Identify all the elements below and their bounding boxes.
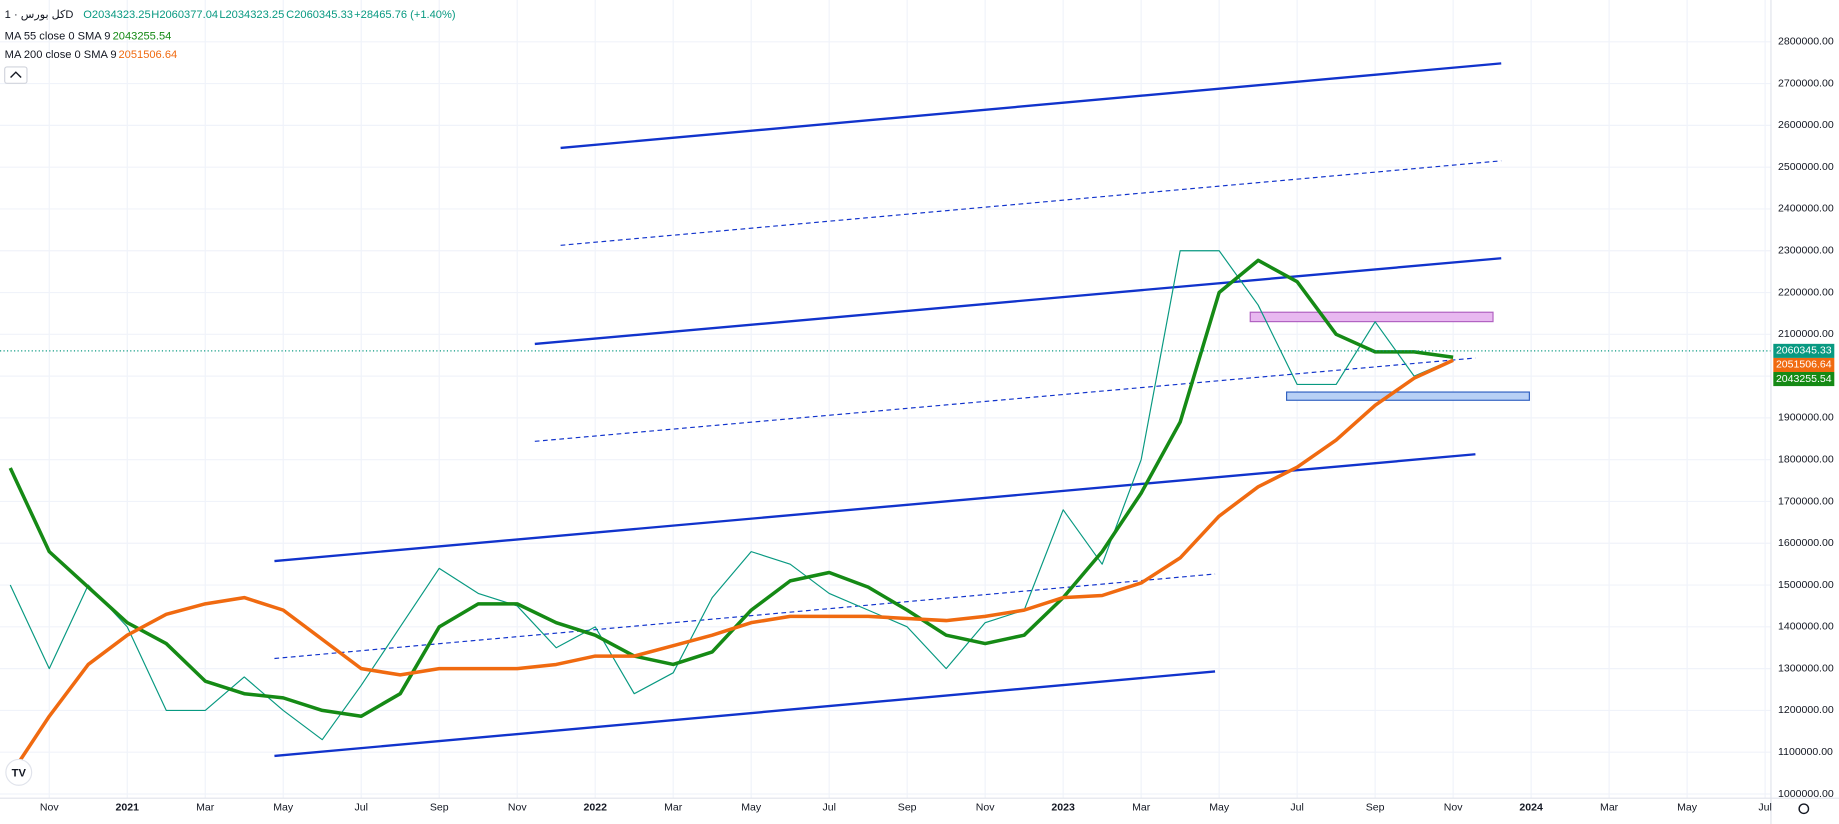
channel-line — [534, 257, 1502, 346]
price-tag-label: 2051506.64 — [1776, 359, 1832, 371]
x-tick-label: May — [1209, 801, 1230, 813]
channel-mid — [534, 357, 1476, 442]
y-tick-label: 2800000.00 — [1778, 36, 1834, 48]
y-tick-label: 1200000.00 — [1778, 704, 1834, 716]
y-tick-label: 2600000.00 — [1778, 119, 1834, 131]
x-tick-label: Sep — [430, 801, 449, 813]
y-tick-label: 1900000.00 — [1778, 412, 1834, 424]
x-tick-label: Nov — [40, 801, 59, 813]
ma200-legend: MA 200 close 0 SMA 9 — [5, 49, 117, 61]
y-tick-label: 1500000.00 — [1778, 579, 1834, 591]
x-tick-label: Mar — [1132, 801, 1151, 813]
x-tick-label: Nov — [1444, 801, 1463, 813]
channel-line — [274, 670, 1216, 758]
grid — [0, 0, 1771, 799]
x-tick-label: Mar — [664, 801, 683, 813]
ma200-value: 2051506.64 — [118, 49, 177, 61]
y-tick-label: 2700000.00 — [1778, 77, 1834, 89]
logo-mark: TV — [12, 767, 27, 779]
x-tick-label: Jul — [822, 801, 835, 813]
y-tick-label: 2200000.00 — [1778, 286, 1834, 298]
x-tick-label: May — [741, 801, 762, 813]
logo[interactable] — [5, 758, 33, 786]
price-tag — [1773, 372, 1835, 387]
ohlc-high: H2060377.04 — [151, 9, 218, 21]
ma55-value: 2043255.54 — [113, 30, 172, 42]
x-tick-label: Mar — [196, 801, 215, 813]
ma55-legend: MA 55 close 0 SMA 9 — [5, 30, 111, 42]
channel-line — [274, 453, 1476, 563]
x-tick-label: Nov — [508, 801, 527, 813]
plot — [0, 250, 1771, 777]
y-tick-label: 1800000.00 — [1778, 453, 1834, 465]
axes: 1000000.00 1100000.00 1200000.00 1300000.00… — [40, 36, 1835, 813]
x-tick-label: Jul — [1290, 801, 1303, 813]
price-line — [9, 250, 1454, 741]
x-tick-label: Sep — [898, 801, 917, 813]
ohlc-close: C2060345.33 — [286, 9, 353, 21]
ohlc-open: O2034323.25 — [83, 9, 150, 21]
x-tick-label: 2021 — [116, 801, 140, 813]
x-tick-label: Sep — [1366, 801, 1385, 813]
x-tick-label: May — [1677, 801, 1698, 813]
ma-line — [8, 258, 1454, 719]
x-tick-label: May — [273, 801, 294, 813]
y-tick-label: 2400000.00 — [1778, 203, 1834, 215]
price-tag-label: 2060345.33 — [1776, 345, 1832, 357]
collapse-icon — [10, 71, 22, 78]
resistance-zone — [1249, 311, 1494, 323]
channel-line — [560, 62, 1502, 150]
y-tick-label: 2500000.00 — [1778, 161, 1834, 173]
y-tick-label: 1700000.00 — [1778, 495, 1834, 507]
price-tag-label: 2043255.54 — [1776, 373, 1832, 385]
y-tick-label: 1000000.00 — [1778, 788, 1834, 800]
x-tick-label: Jul — [1758, 801, 1771, 813]
x-tick-label: Jul — [354, 801, 367, 813]
symbol: کل بورس · 1D — [5, 9, 74, 21]
channel-mid — [560, 160, 1502, 246]
price-tag — [1773, 357, 1835, 373]
x-tick-label: Nov — [976, 801, 995, 813]
x-tick-label: 2023 — [1051, 801, 1075, 813]
ohlc-low: L2034323.25 — [219, 9, 284, 21]
y-tick-label: 2100000.00 — [1778, 328, 1834, 340]
settings-icon[interactable] — [1798, 803, 1810, 815]
x-tick-label: Mar — [1600, 801, 1619, 813]
y-tick-label: 1400000.00 — [1778, 621, 1834, 633]
y-tick-label: 1300000.00 — [1778, 662, 1834, 674]
y-tick-label: 2300000.00 — [1778, 245, 1834, 257]
change: +28465.76 (+1.40%) — [354, 9, 456, 21]
y-tick-label: 1100000.00 — [1778, 746, 1833, 758]
ma-line — [8, 358, 1454, 777]
price-tag — [1773, 343, 1835, 358]
x-tick-label: 2024 — [1519, 801, 1543, 813]
x-tick-label: 2022 — [583, 801, 607, 813]
y-tick-label: 1600000.00 — [1778, 537, 1834, 549]
collapse-button[interactable] — [4, 66, 28, 84]
support-zone — [1286, 391, 1530, 401]
